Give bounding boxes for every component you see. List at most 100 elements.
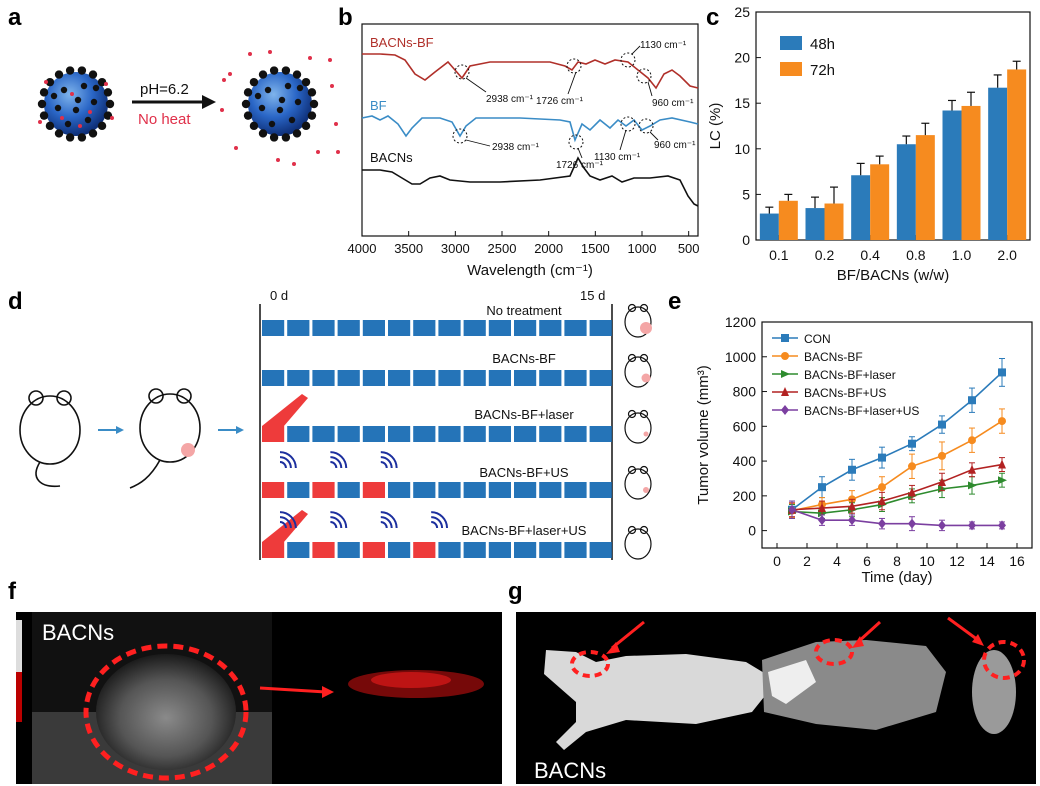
annot-bf-1726: 1726 cm⁻¹ <box>556 160 604 171</box>
marker-square <box>848 465 856 474</box>
day-block <box>413 482 436 498</box>
embedded-particle <box>288 116 296 124</box>
surface-particle <box>281 133 291 142</box>
surface-particle <box>77 66 87 75</box>
panel-label-b: b <box>338 4 353 31</box>
annot-bacns-bf-960: 960 cm⁻¹ <box>652 98 694 109</box>
nanoparticle-released <box>220 50 340 166</box>
mouse-outcome-icon <box>624 528 652 560</box>
surface-particle <box>243 88 253 97</box>
day-block <box>262 370 285 386</box>
schedule-rows: No treatment BACNs-BF BACNs-BF+laser BACNs-… <box>262 303 612 558</box>
ultrasound-drawing <box>16 612 484 784</box>
ultrasound-wave-icon <box>330 521 338 529</box>
embedded-particle <box>276 106 284 114</box>
panel-label-g: g <box>508 578 523 605</box>
embedded-particle <box>54 104 62 112</box>
day-block <box>388 426 411 442</box>
ftir-x-tick-label: 1000 <box>628 241 657 256</box>
mouse-outcome-icon <box>624 306 652 338</box>
day-block <box>388 542 411 558</box>
day-block <box>564 320 587 336</box>
embedded-particle <box>84 116 92 124</box>
mouse-ear <box>639 303 649 313</box>
day-block <box>337 482 360 498</box>
timeline-start-label: 0 d <box>270 288 288 303</box>
released-drug <box>316 150 320 154</box>
ultrasound-wave-icon <box>380 516 393 529</box>
group-label: BACNs-BF+laser <box>474 407 574 422</box>
bar-y-tick-label: 0 <box>742 232 750 248</box>
marker-square <box>998 368 1006 377</box>
marker-triangle-up <box>968 464 976 474</box>
embedded-particle <box>296 84 304 92</box>
day-block <box>589 320 612 336</box>
annot-bacns-bf-1726: 1726 cm⁻¹ <box>536 96 584 107</box>
drug-molecule <box>60 116 64 120</box>
line-x-tick-label: 10 <box>919 553 935 569</box>
tumor-spot <box>643 487 649 493</box>
day-block <box>312 320 335 336</box>
day-block <box>514 320 537 336</box>
ftir-annotation-lines <box>465 45 659 159</box>
released-drug <box>336 150 340 154</box>
marker-circle <box>998 417 1006 426</box>
ultrasound-wave-icon <box>380 511 398 529</box>
tumor-spot <box>643 431 649 437</box>
marker-triangle-up <box>781 387 789 396</box>
sphere-core <box>248 72 312 136</box>
nanoparticle-loaded <box>37 66 115 142</box>
flow-arrow-head-1 <box>116 426 124 434</box>
marker-circle <box>938 451 946 460</box>
laser-beam-icon <box>262 394 308 426</box>
surface-particle <box>45 77 55 87</box>
ftir-peak-markers <box>452 52 654 150</box>
day-block <box>564 370 587 386</box>
day-block <box>463 542 486 558</box>
panel-d-schedule: 0 d 15 d No treatment BACNs-BF BACNs-BF+la… <box>19 288 652 560</box>
day-block <box>589 426 612 442</box>
embedded-particle <box>264 86 272 94</box>
day-block <box>488 370 511 386</box>
marker-circle <box>908 462 916 471</box>
day-block <box>589 542 612 558</box>
ftir-label-bf: BF <box>370 98 387 113</box>
surface-particle <box>45 121 55 131</box>
surface-particle <box>292 129 302 138</box>
group-label: BACNs-BF+laser+US <box>462 523 587 538</box>
marker-diamond <box>848 515 856 526</box>
line-y-tick-label: 0 <box>748 523 756 539</box>
day-block <box>539 542 562 558</box>
panel-label-f: f <box>8 578 16 605</box>
surface-particle <box>77 133 87 142</box>
drug-molecule <box>44 80 48 84</box>
series-line-BACNs-BF+US <box>791 463 1003 511</box>
day-block <box>438 370 461 386</box>
ftir-x-tick-label: 2500 <box>488 241 517 256</box>
day-block <box>438 320 461 336</box>
ultrasound-wave-icon <box>330 451 348 469</box>
bar-48h <box>851 175 871 240</box>
group-label: No treatment <box>486 303 562 318</box>
marker-triangle-up <box>938 476 946 486</box>
embedded-particle <box>50 92 58 100</box>
series-line-BACNs-BF+laser+US <box>791 508 1002 527</box>
marker-triangle-up <box>878 496 886 506</box>
surface-particle <box>105 99 115 109</box>
day-block <box>337 542 360 558</box>
bar-chart-frame <box>755 11 1031 241</box>
annot-bf-2938: 2938 cm⁻¹ <box>492 142 540 153</box>
ftir-x-label: Wavelength (cm⁻¹) <box>467 262 593 279</box>
embedded-particle <box>294 98 302 106</box>
day-block <box>463 482 486 498</box>
line-x-tick-label: 4 <box>833 553 841 569</box>
surface-particle <box>65 66 75 75</box>
bar-48h <box>805 208 825 240</box>
bar-y-tick-label: 15 <box>734 95 750 111</box>
released-drug <box>292 162 296 166</box>
drug-molecule <box>78 124 82 128</box>
embedded-particle <box>284 82 292 90</box>
bar-y-tick-label: 25 <box>734 4 750 20</box>
series-line-CON <box>791 371 1003 511</box>
day-block <box>488 542 511 558</box>
